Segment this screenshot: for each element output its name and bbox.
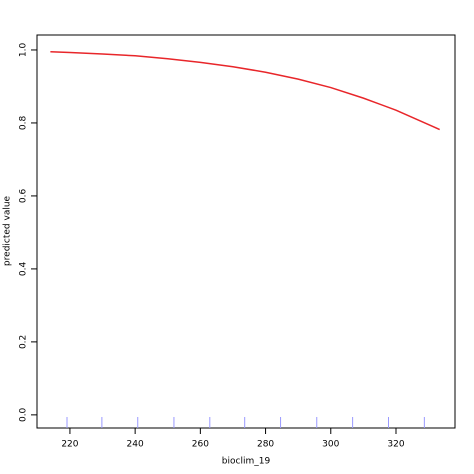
y-tick-label: 0.2 [19, 335, 29, 349]
y-tick-label: 0.8 [19, 116, 29, 131]
y-tick-label: 0.4 [19, 261, 29, 276]
x-tick-label: 240 [127, 440, 144, 450]
x-tick-label: 320 [387, 440, 404, 450]
response-curve [50, 51, 440, 131]
y-tick-label: 0.6 [19, 188, 29, 203]
x-tick-label: 280 [257, 440, 274, 450]
x-tick-label: 220 [61, 440, 78, 450]
y-axis-label: predicted value [3, 195, 13, 266]
y-tick-label: 1.0 [19, 43, 29, 58]
x-axis-label: bioclim_19 [222, 457, 271, 467]
y-tick-label: 0.0 [19, 407, 29, 422]
plot-box [36, 34, 456, 429]
x-tick-label: 260 [192, 440, 209, 450]
x-tick-label: 300 [322, 440, 339, 450]
